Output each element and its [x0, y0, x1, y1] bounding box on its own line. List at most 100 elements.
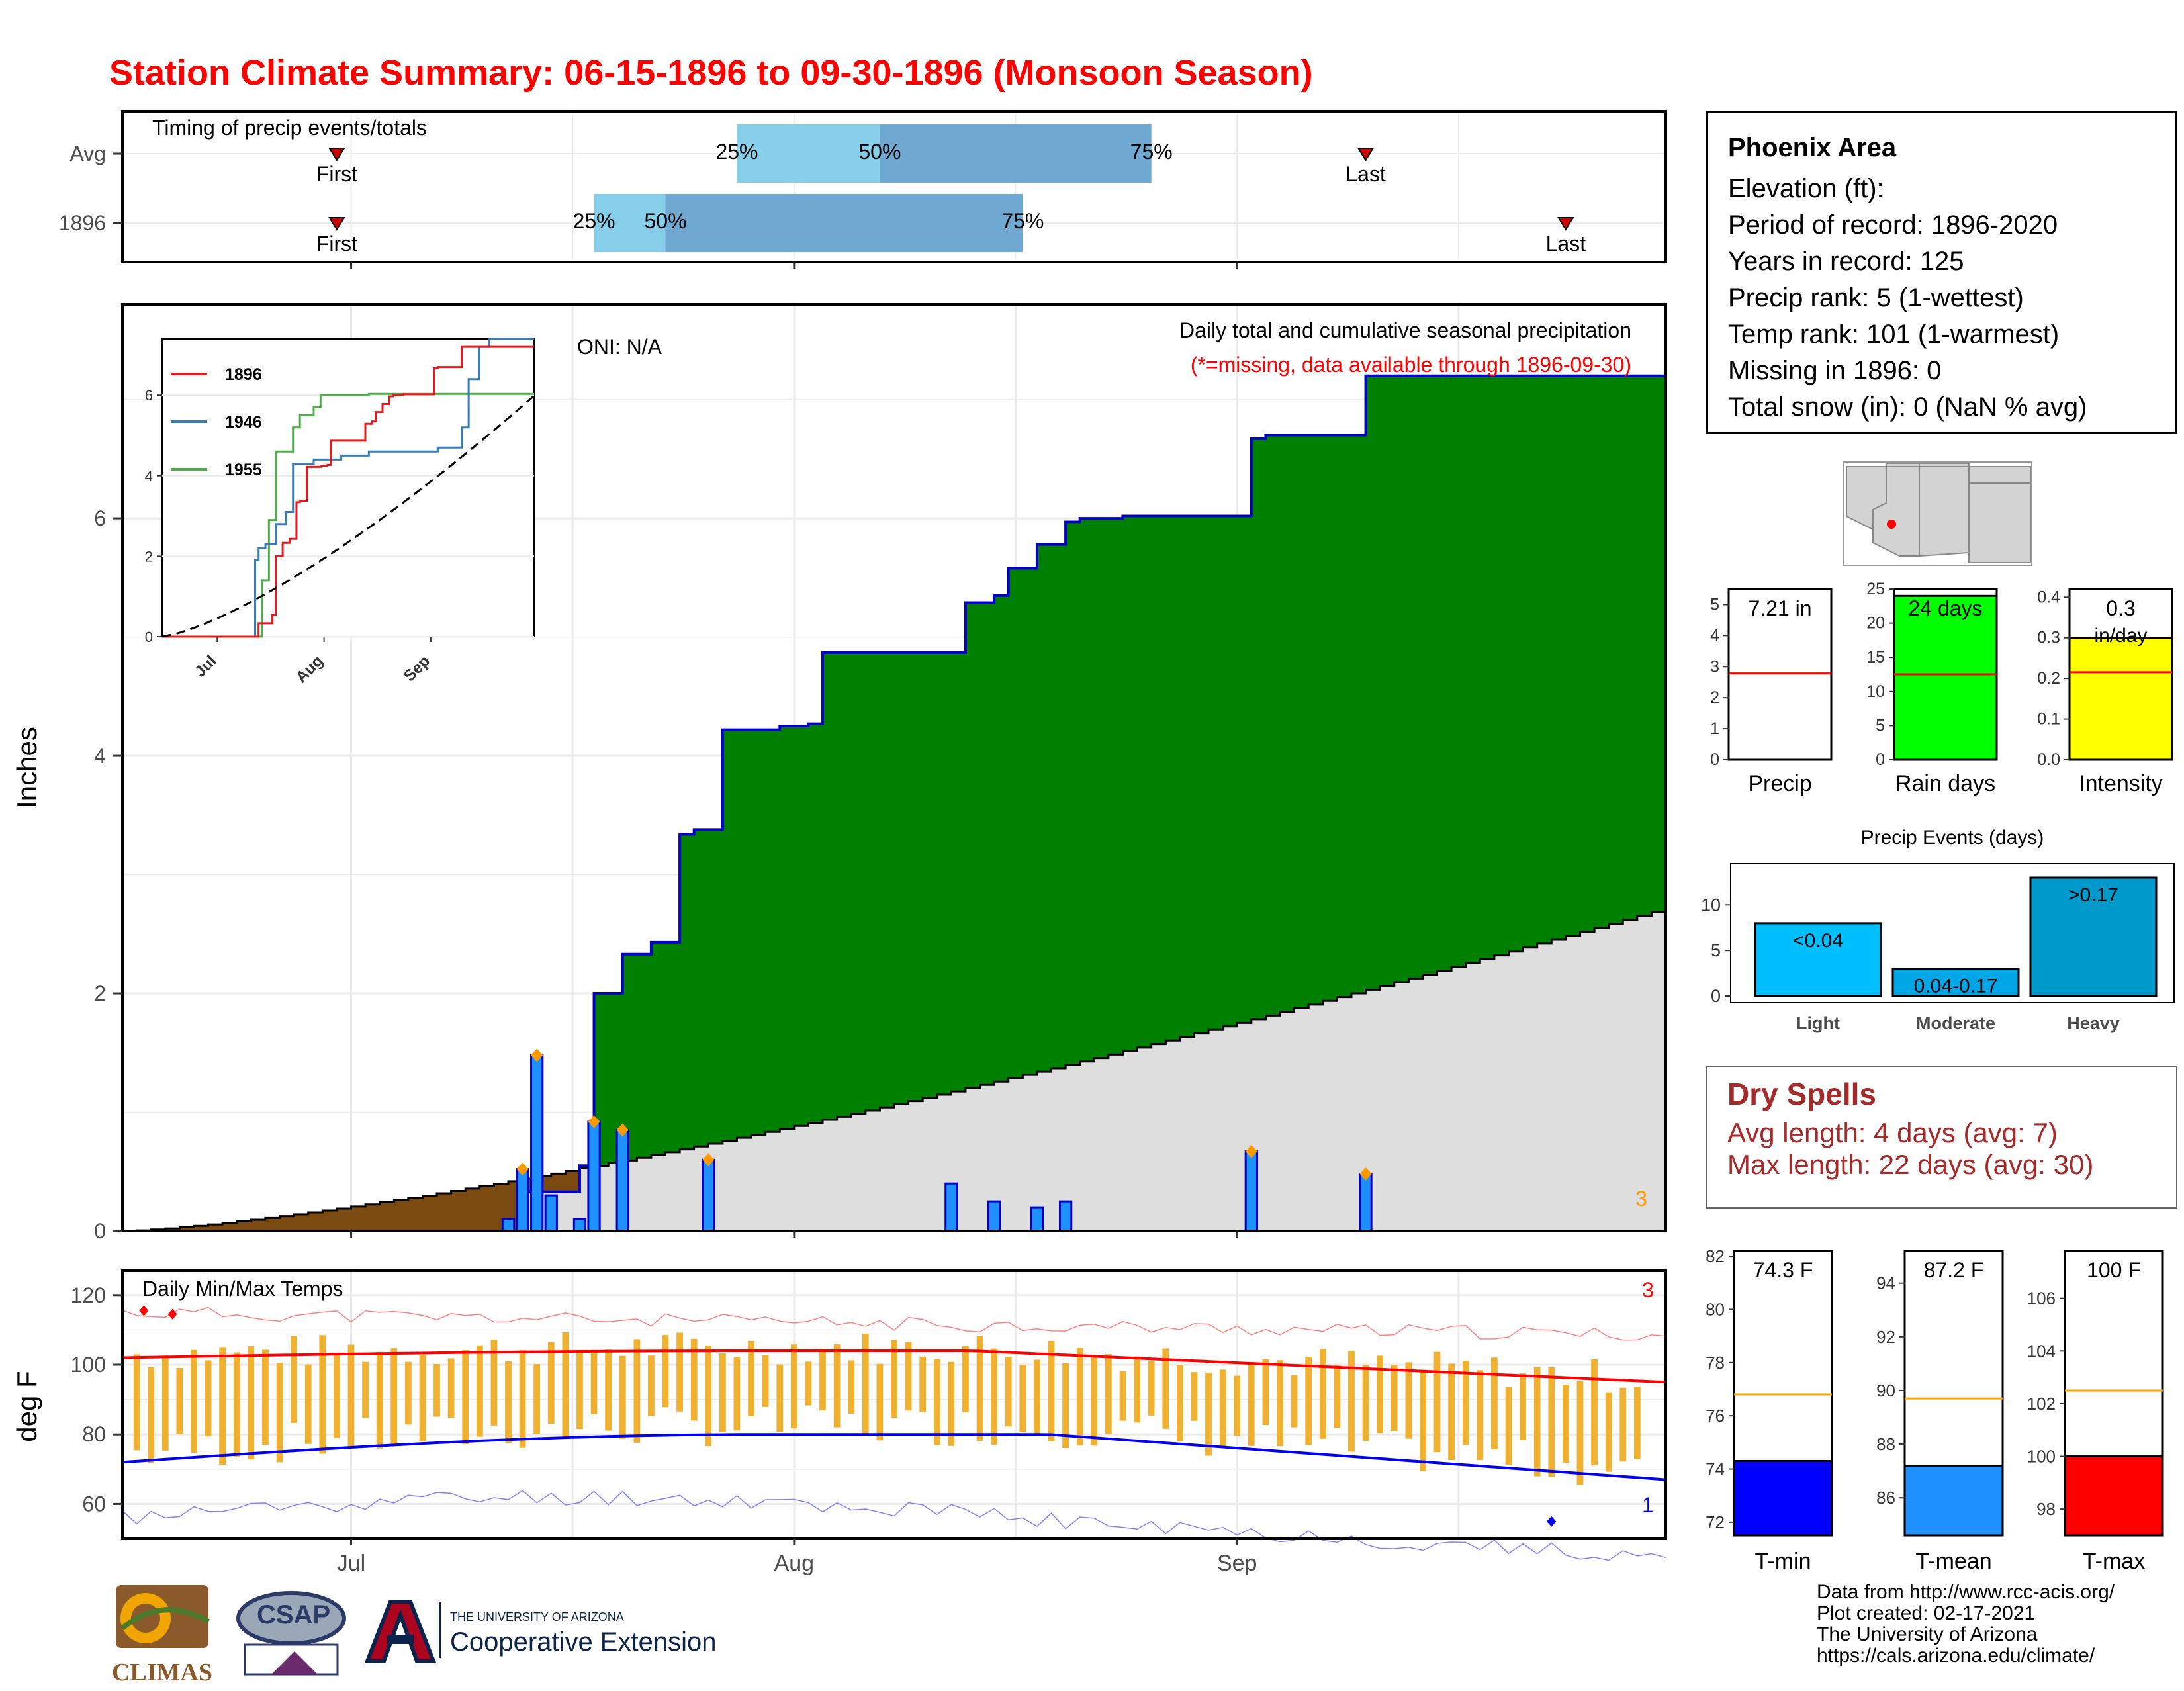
daily-temp-bar	[676, 1332, 683, 1412]
mini-bar-tick-label: 15	[1866, 648, 1885, 666]
temp-summary-tick-label: 104	[2027, 1341, 2056, 1361]
temp-summary-label: T-min	[1755, 1549, 1811, 1574]
daily-temp-bar	[1162, 1348, 1169, 1429]
record-high-marker	[167, 1308, 177, 1320]
station-name: Phoenix Area	[1728, 133, 1897, 162]
mini-bar-value: 24 days	[1908, 596, 1982, 620]
temp-y-tick-label: 80	[82, 1422, 106, 1446]
daily-temp-bar	[1362, 1365, 1369, 1441]
inset-line-1896	[162, 345, 534, 638]
events-y-tick-label: 10	[1701, 895, 1721, 915]
daily-temp-bar	[1334, 1365, 1341, 1428]
daily-temp-bar	[1019, 1365, 1026, 1432]
event-bar-label: Heavy	[2067, 1013, 2120, 1033]
timing-last-label: Last	[1345, 162, 1386, 186]
daily-temp-bar	[719, 1353, 726, 1432]
temp-summary-tick-label: 72	[1706, 1512, 1725, 1532]
mini-bar-tick-label: 25	[1866, 580, 1885, 598]
temp-summary-tick-label: 86	[1876, 1488, 1895, 1508]
inset-line-1946	[162, 338, 534, 638]
inset-lines	[161, 338, 535, 638]
daily-precip-bar	[944, 1182, 958, 1232]
record-high-line	[122, 1306, 1666, 1341]
daily-temp-bar	[948, 1361, 955, 1446]
events-bars: <0.04 Light 0.04-0.17 Moderate >0.17 Heavy 0 5 1…	[1701, 876, 2158, 1033]
map-state-utah	[1886, 463, 1920, 467]
daily-temp-bar	[505, 1361, 512, 1443]
station-line: Total snow (in): 0 (NaN % avg)	[1728, 392, 2087, 422]
main-precip-areas	[122, 374, 1667, 1232]
timing-row-label: 1896	[59, 211, 106, 235]
temp-y-tick-label: 60	[82, 1492, 106, 1516]
mini-bar-tick-label: 0.2	[2037, 669, 2060, 688]
daily-temp-bar	[991, 1348, 998, 1445]
daily-temp-bar	[605, 1349, 612, 1431]
temp-count-hi: 3	[1642, 1278, 1654, 1302]
daily-temp-bar	[1390, 1365, 1398, 1431]
daily-precip-bar	[702, 1158, 715, 1232]
main-y-label: Inches	[11, 727, 42, 809]
temp-summary-value: 74.3 F	[1753, 1258, 1813, 1282]
daily-temp-bar	[219, 1347, 226, 1465]
timing-label: Timing of precip events/totals	[152, 116, 427, 140]
mini-bar-tick-label: 5	[1710, 595, 1719, 614]
temp-summary-tick-label: 106	[2027, 1289, 2056, 1308]
station-location-marker	[1887, 520, 1896, 529]
daily-temp-bar	[1505, 1387, 1512, 1465]
avg-max-temp-line	[122, 1349, 1666, 1384]
daily-temp-bar	[362, 1361, 369, 1418]
dry-spells-box: Dry Spells Avg length: 4 days (avg: 7) M…	[1706, 1066, 2177, 1209]
inset-legend-label: 1946	[225, 413, 262, 432]
daily-temp-bar	[1219, 1369, 1226, 1447]
page-title: Station Climate Summary: 06-15-1896 to 0…	[109, 53, 1313, 93]
map-state-texas	[1968, 482, 2031, 563]
daily-temp-bar	[876, 1363, 884, 1441]
mini-bar-value: 7.21 in	[1748, 596, 1811, 620]
daily-temp-bar	[334, 1353, 340, 1438]
timing-pct25: 25%	[573, 209, 615, 233]
heavy-day-marker	[616, 1123, 629, 1137]
daily-temp-bar	[1262, 1359, 1269, 1426]
daily-precip-bar	[1030, 1206, 1044, 1232]
mini-bar-tick-label: 20	[1866, 614, 1885, 633]
daily-temp-bar	[919, 1356, 927, 1412]
timing-last-marker	[1557, 217, 1574, 231]
daily-temp-bar	[690, 1338, 698, 1421]
daily-temp-bar	[419, 1354, 426, 1441]
daily-temp-bar	[1619, 1387, 1627, 1462]
csap-logo-mark	[236, 1591, 346, 1676]
temp-y-tick-label: 100	[71, 1353, 106, 1377]
daily-temp-bar	[1119, 1371, 1126, 1421]
mini-bar-tick-label: 0	[1876, 751, 1885, 769]
dry-spells-title: Dry Spells	[1727, 1077, 1876, 1111]
timing-bar-25-50	[594, 194, 666, 252]
timing-panel: 25% 50% 75% First Last Avg 25% 50% 75% First Last 1…	[59, 110, 1667, 269]
daily-temp-bar	[862, 1333, 869, 1436]
daily-temp-bar	[1491, 1357, 1498, 1449]
timing-first-marker	[328, 148, 345, 161]
daily-temp-bar	[1248, 1361, 1255, 1446]
daily-temp-bar	[148, 1367, 155, 1463]
daily-temp-bar	[891, 1340, 897, 1418]
event-bar-label: Moderate	[1916, 1013, 1995, 1033]
daily-temp-bar	[1305, 1357, 1312, 1445]
daily-temp-bar	[304, 1364, 312, 1444]
station-line: Missing in 1896: 0	[1728, 356, 1942, 385]
mini-bar-tick-label: 2	[1710, 688, 1719, 707]
avg-cumulative-area	[122, 907, 1666, 1231]
event-bar-label: Light	[1796, 1013, 1840, 1033]
station-line: Temp rank: 101 (1-warmest)	[1728, 320, 2060, 349]
mini-bar-fill	[1893, 594, 1998, 761]
daily-temp-bar	[848, 1360, 855, 1414]
daily-temp-bar	[762, 1355, 769, 1407]
temp-summary-value: 100 F	[2087, 1258, 2141, 1282]
daily-precip-bars	[501, 1048, 1373, 1232]
mini-bar-label: Intensity	[2079, 771, 2163, 796]
daily-temp-bar	[1034, 1359, 1040, 1435]
dry-spells-avg: Avg length: 4 days (avg: 7)	[1727, 1117, 2058, 1148]
temp-y-ticks: 60 80 100 120	[71, 1283, 1238, 1545]
daily-temp-bar	[1048, 1340, 1055, 1441]
